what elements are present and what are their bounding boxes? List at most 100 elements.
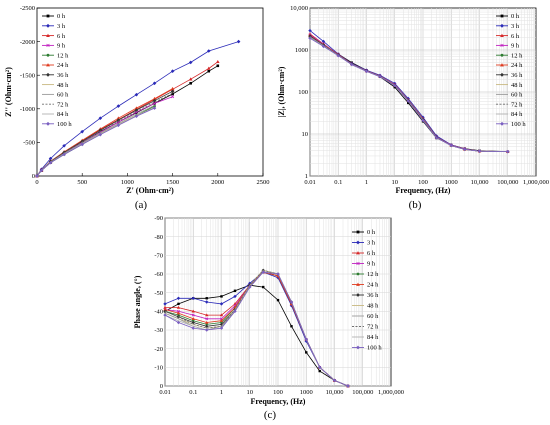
x-axis-title: Z' (Ohm·cm²) xyxy=(126,186,174,195)
data-point-marker xyxy=(356,345,360,350)
data-point-marker xyxy=(163,313,167,317)
legend-entry: 9 h xyxy=(352,261,376,268)
legend-label: 3 h xyxy=(511,23,520,30)
x-tick-label: 0.1 xyxy=(189,389,197,396)
legend-entry: 9 h xyxy=(496,43,520,50)
legend-label: 48 h xyxy=(511,82,523,89)
series-100h xyxy=(163,270,350,388)
data-point-marker xyxy=(176,305,181,309)
data-point-marker xyxy=(304,337,308,342)
x-tick-label: 0 xyxy=(35,179,38,186)
legend-label: 48 h xyxy=(57,82,69,89)
legend-entry: 100 h xyxy=(496,121,526,128)
legend-label: 36 h xyxy=(511,72,523,79)
data-point-marker xyxy=(46,43,50,48)
series-line xyxy=(164,271,349,387)
x-tick-label: 0.1 xyxy=(334,179,342,186)
data-point-marker xyxy=(233,289,237,292)
series-line xyxy=(164,271,349,387)
data-point-marker xyxy=(308,36,312,40)
legend-label: 9 h xyxy=(511,43,520,50)
data-point-marker xyxy=(205,300,209,304)
legend-entry: 84 h xyxy=(42,111,69,118)
legend-entry: 9 h xyxy=(42,43,66,50)
legend-entry: 72 h xyxy=(496,101,523,108)
legend-label: 100 h xyxy=(367,345,382,352)
data-point-marker xyxy=(236,39,241,44)
legend-entry: 6 h xyxy=(42,33,66,40)
legend-label: 48 h xyxy=(367,303,379,310)
legend-label: 72 h xyxy=(57,101,69,108)
data-point-marker xyxy=(506,149,510,154)
legend-entry: 48 h xyxy=(352,303,379,310)
data-point-marker xyxy=(191,326,195,330)
series-line xyxy=(309,37,508,152)
data-point-marker xyxy=(191,296,195,300)
data-point-marker xyxy=(191,309,195,313)
legend-entry: 3 h xyxy=(42,23,66,30)
data-point-marker xyxy=(46,72,50,77)
series-line xyxy=(164,271,349,387)
plot-area-frame xyxy=(36,7,264,177)
data-point-marker xyxy=(205,320,209,324)
data-point-marker xyxy=(321,39,326,44)
data-point-marker xyxy=(152,96,157,101)
legend-label: 100 h xyxy=(511,121,526,128)
data-point-marker xyxy=(170,86,175,90)
data-point-marker xyxy=(46,63,50,67)
legend-entry: 48 h xyxy=(42,82,69,89)
legend-label: 3 h xyxy=(57,23,66,30)
data-point-marker xyxy=(205,317,209,321)
data-point-marker xyxy=(191,320,195,325)
series-6h xyxy=(163,270,350,388)
legend-label: 100 h xyxy=(57,121,72,128)
data-point-marker xyxy=(177,309,180,313)
legend-label: 24 h xyxy=(57,62,69,69)
data-point-marker xyxy=(176,311,181,315)
series-line xyxy=(164,271,349,387)
legend-entry: 0 h xyxy=(42,13,66,20)
x-tick-label: 10 xyxy=(392,179,399,186)
series-72h xyxy=(36,92,173,177)
series-line xyxy=(36,107,155,177)
data-point-marker xyxy=(346,384,350,388)
legend-label: 72 h xyxy=(367,324,379,331)
data-point-marker xyxy=(500,72,504,77)
data-point-marker xyxy=(116,104,121,108)
data-point-marker xyxy=(276,272,280,276)
data-point-marker xyxy=(134,114,139,118)
y-tick-label: -1500 xyxy=(20,72,35,79)
series-60h xyxy=(164,271,349,387)
y-tick-label: -70 xyxy=(154,253,163,260)
bode-modulus-plot-panel: 0.01 0.1 1 10 100 1000 10,000 100,000 1,000,000 1… xyxy=(277,5,549,211)
series-48h xyxy=(36,107,155,177)
x-tick-label: 10,000 xyxy=(471,179,489,186)
legend-label: 72 h xyxy=(511,101,523,108)
data-point-marker xyxy=(191,317,195,320)
x-tick-label: 100,000 xyxy=(352,389,373,396)
panel-label-c: (c) xyxy=(264,409,277,421)
y-tick-label: -50 xyxy=(154,290,163,297)
x-tick-label: 1500 xyxy=(166,179,179,186)
series-0h xyxy=(163,284,350,388)
legend-entry: 12 h xyxy=(352,271,379,278)
legend-entry: 6 h xyxy=(352,250,376,257)
legend-label: 12 h xyxy=(57,52,69,59)
x-tick-label: 1000 xyxy=(121,179,134,186)
data-point-marker xyxy=(177,313,180,317)
data-point-marker xyxy=(48,156,53,161)
data-point-marker xyxy=(308,28,312,33)
y-axis-title: |Z|, (Ohm·cm²) xyxy=(277,66,286,117)
x-tick-label: 2500 xyxy=(257,179,270,186)
data-point-marker xyxy=(332,378,337,383)
data-point-marker xyxy=(477,149,482,153)
x-axis-title: Frequency, (Hz) xyxy=(396,186,451,195)
legend-entry: 48 h xyxy=(496,82,523,89)
data-point-marker xyxy=(261,270,265,274)
legend-entry: 60 h xyxy=(496,92,523,99)
data-point-marker xyxy=(356,293,360,297)
data-point-marker xyxy=(463,147,467,152)
legend-label: 9 h xyxy=(367,261,376,268)
data-point-marker xyxy=(191,313,195,317)
data-point-marker xyxy=(364,69,369,74)
